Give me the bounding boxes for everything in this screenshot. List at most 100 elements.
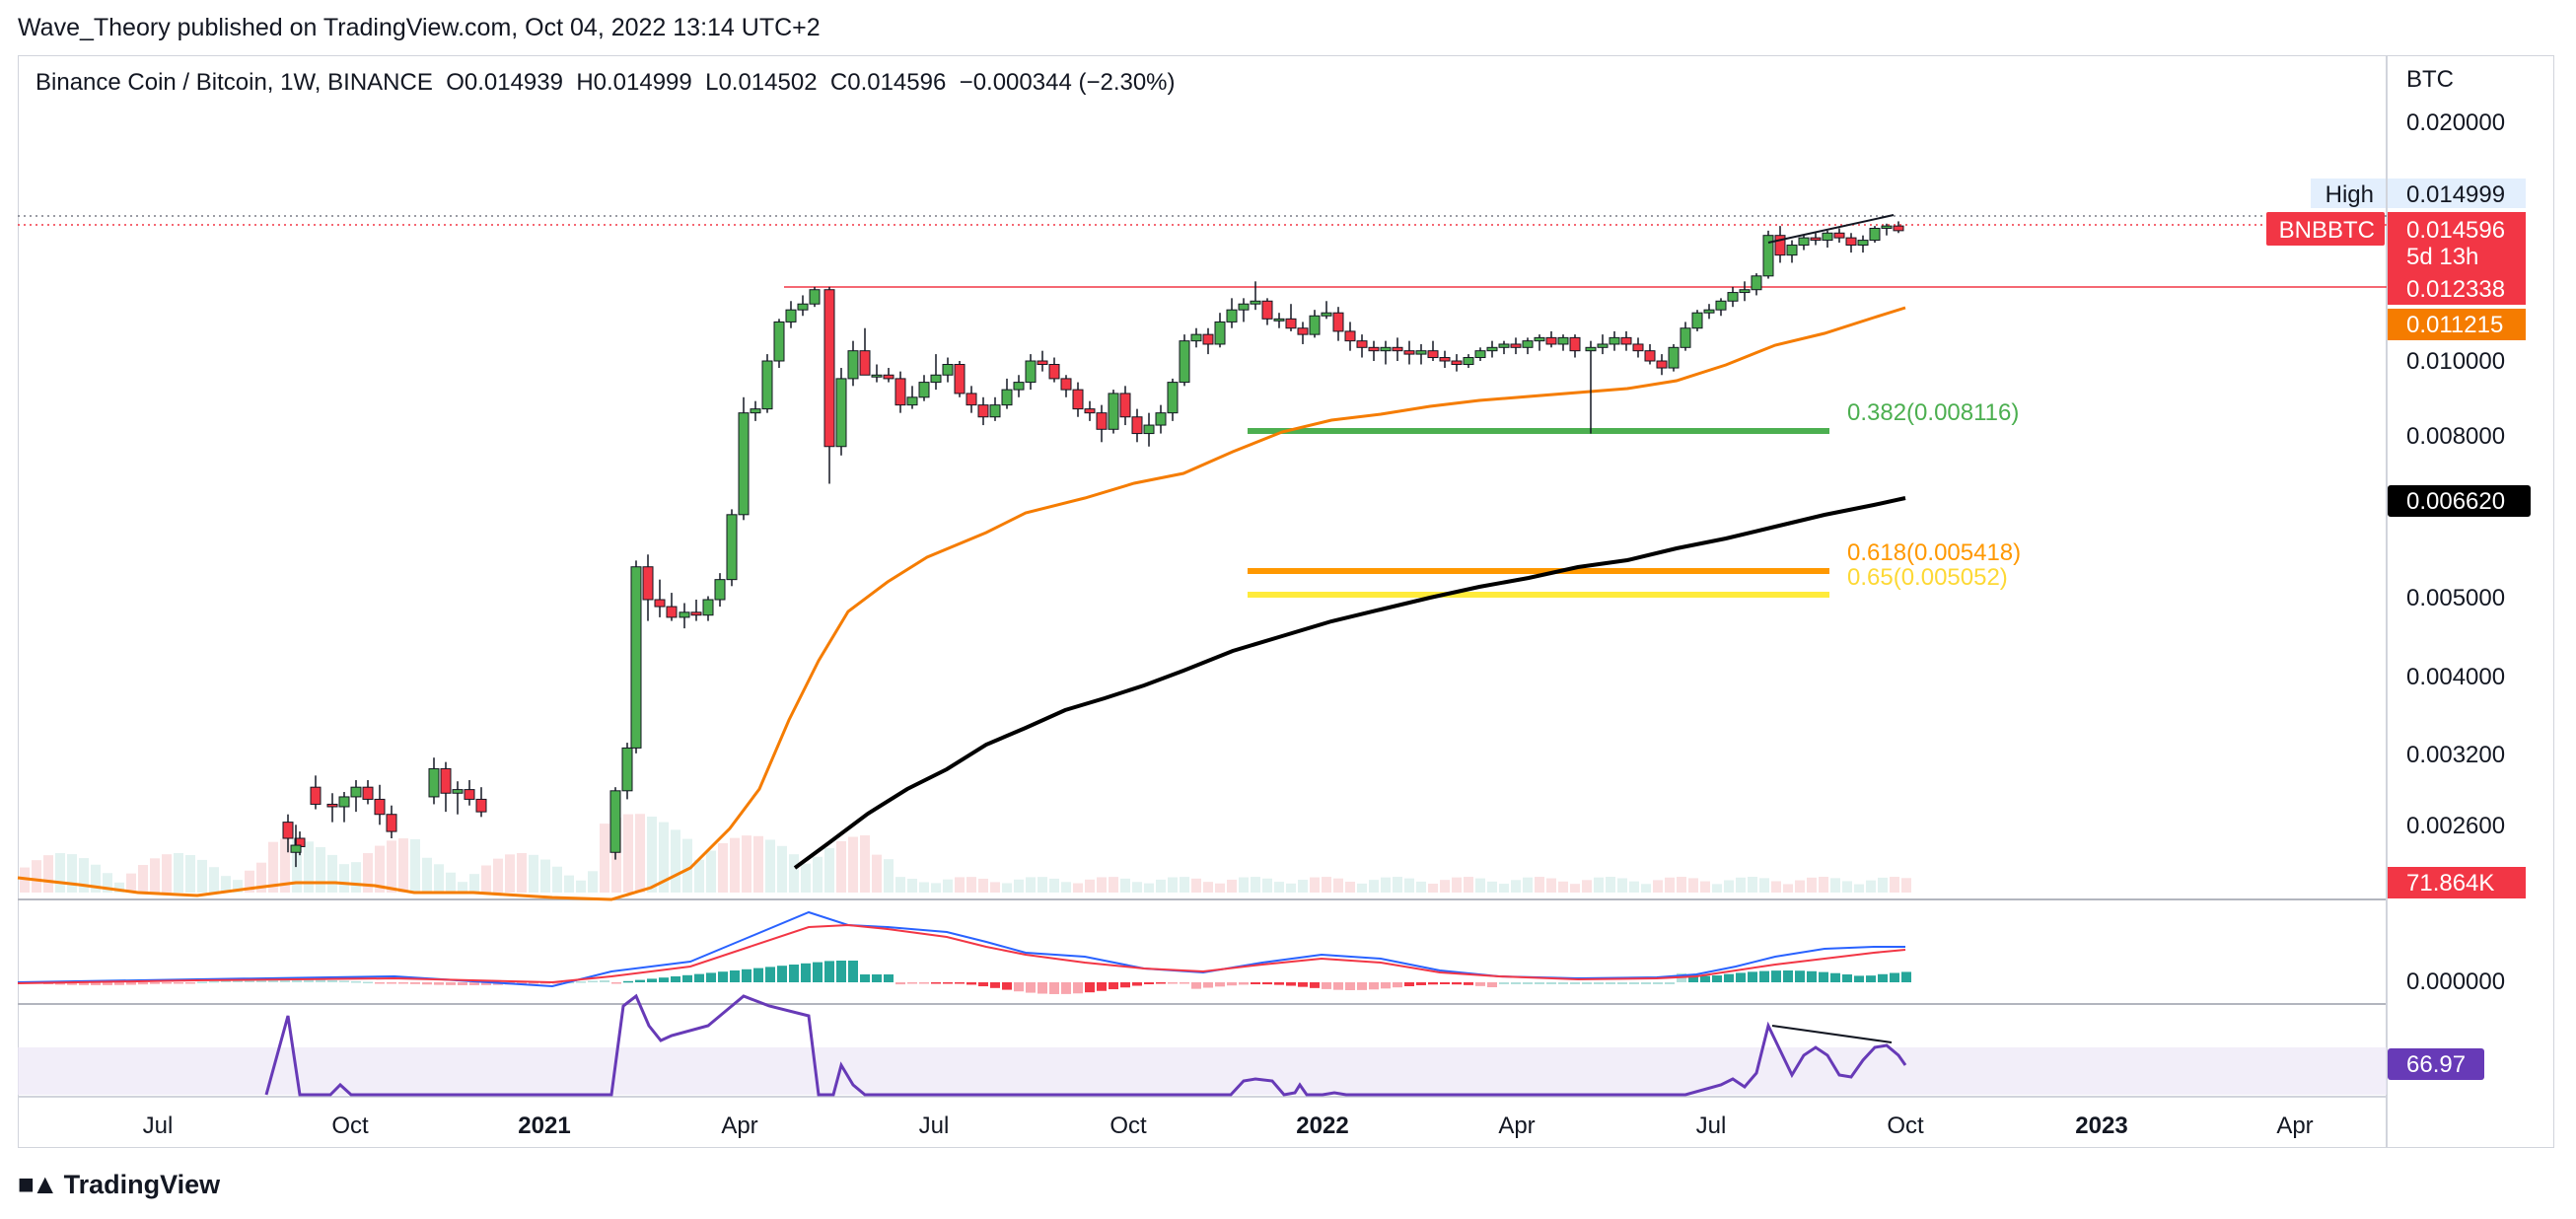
candle[interactable] — [1557, 334, 1569, 351]
candle[interactable] — [440, 761, 452, 813]
candle[interactable] — [609, 787, 621, 860]
candle[interactable] — [1392, 337, 1403, 361]
candle[interactable] — [1380, 340, 1392, 365]
brand-footer[interactable]: ■▲ TradingView — [18, 1169, 220, 1200]
candle[interactable] — [714, 573, 726, 608]
candle[interactable] — [1214, 313, 1226, 348]
candle[interactable] — [1869, 226, 1881, 244]
candle[interactable] — [1273, 313, 1285, 328]
candle[interactable] — [1037, 350, 1048, 372]
candle[interactable] — [1474, 347, 1486, 361]
signal-line[interactable] — [17, 923, 1906, 984]
candle[interactable] — [1668, 343, 1680, 372]
candle[interactable] — [1486, 340, 1498, 358]
divergence-line-price[interactable] — [1767, 214, 1895, 244]
candle[interactable] — [918, 375, 930, 401]
candle[interactable] — [823, 286, 835, 484]
candle[interactable] — [654, 579, 666, 617]
candle[interactable] — [1810, 233, 1822, 246]
candle[interactable] — [1332, 307, 1344, 341]
candle[interactable] — [464, 780, 475, 806]
candle[interactable] — [630, 560, 642, 753]
candle[interactable] — [1415, 343, 1427, 365]
candle[interactable] — [621, 743, 633, 800]
candle[interactable] — [1632, 337, 1644, 358]
candle[interactable] — [1715, 298, 1727, 317]
candlestick-series[interactable] — [282, 221, 1904, 868]
candle[interactable] — [1569, 334, 1581, 358]
candle[interactable] — [1703, 304, 1715, 320]
candle[interactable] — [1739, 281, 1751, 302]
candle[interactable] — [326, 793, 338, 823]
candle[interactable] — [679, 603, 690, 629]
candle[interactable] — [642, 554, 654, 621]
candle[interactable] — [1048, 357, 1060, 383]
candle[interactable] — [1534, 334, 1545, 351]
candle[interactable] — [1857, 235, 1869, 253]
candle[interactable] — [1368, 340, 1380, 361]
candle[interactable] — [1179, 334, 1190, 387]
candle[interactable] — [1822, 230, 1833, 249]
candle[interactable] — [452, 781, 464, 815]
candle[interactable] — [362, 780, 374, 805]
candle[interactable] — [350, 780, 362, 813]
candle[interactable] — [1344, 322, 1356, 351]
candle[interactable] — [1680, 322, 1691, 351]
candle[interactable] — [1297, 322, 1309, 344]
ema-slow-line[interactable] — [793, 496, 1906, 870]
candle[interactable] — [1451, 354, 1463, 372]
candle[interactable] — [1522, 337, 1534, 355]
candle[interactable] — [1001, 378, 1013, 409]
candle[interactable] — [773, 319, 785, 369]
candle[interactable] — [1403, 340, 1415, 365]
candle[interactable] — [1597, 334, 1609, 355]
candle[interactable] — [1893, 221, 1904, 234]
candle[interactable] — [871, 364, 883, 383]
candle[interactable] — [1119, 386, 1131, 426]
candle[interactable] — [666, 593, 678, 621]
candle[interactable] — [738, 396, 750, 521]
candle[interactable] — [290, 825, 302, 868]
candle[interactable] — [1261, 298, 1273, 325]
rsi-line[interactable] — [264, 993, 1907, 1097]
price-scale[interactable]: 0.020000 0.010000 0.008000 0.005000 0.004000… — [2406, 109, 2505, 995]
candle[interactable] — [930, 354, 942, 391]
candle[interactable] — [1060, 375, 1072, 397]
candle[interactable] — [1881, 223, 1893, 236]
candle[interactable] — [1084, 400, 1096, 421]
candle[interactable] — [282, 814, 294, 853]
time-scale[interactable]: Jul Oct 2021 Apr Jul Oct 2022 Apr Jul Oct 2023 Apr — [143, 1112, 2314, 1139]
candle[interactable] — [883, 368, 894, 383]
candle[interactable] — [1691, 310, 1703, 331]
candle[interactable] — [702, 596, 714, 621]
ema-fast-line[interactable] — [17, 306, 1906, 901]
candle[interactable] — [1751, 273, 1762, 296]
candle[interactable] — [1727, 286, 1739, 308]
candle[interactable] — [906, 386, 918, 409]
candle[interactable] — [1786, 240, 1798, 263]
candle[interactable] — [1463, 354, 1474, 369]
candle[interactable] — [386, 805, 397, 838]
candle[interactable] — [1656, 354, 1668, 376]
candle[interactable] — [1238, 298, 1250, 323]
candle[interactable] — [989, 396, 1001, 421]
candle[interactable] — [726, 509, 738, 587]
candle[interactable] — [797, 295, 809, 317]
candle[interactable] — [1190, 327, 1202, 348]
candle[interactable] — [1585, 340, 1597, 434]
candle[interactable] — [1131, 408, 1143, 443]
candle[interactable] — [1143, 412, 1155, 447]
candle[interactable] — [374, 784, 386, 825]
candle[interactable] — [1545, 330, 1557, 348]
candle[interactable] — [1498, 340, 1510, 355]
candle[interactable] — [847, 340, 859, 387]
candle[interactable] — [1845, 233, 1857, 253]
candle[interactable] — [1510, 337, 1522, 355]
candle[interactable] — [1609, 330, 1620, 351]
candle[interactable] — [1226, 298, 1238, 328]
candle[interactable] — [310, 775, 322, 810]
candle[interactable] — [1202, 327, 1214, 355]
divergence-line-rsi[interactable] — [1771, 1025, 1893, 1043]
candle[interactable] — [750, 400, 761, 421]
